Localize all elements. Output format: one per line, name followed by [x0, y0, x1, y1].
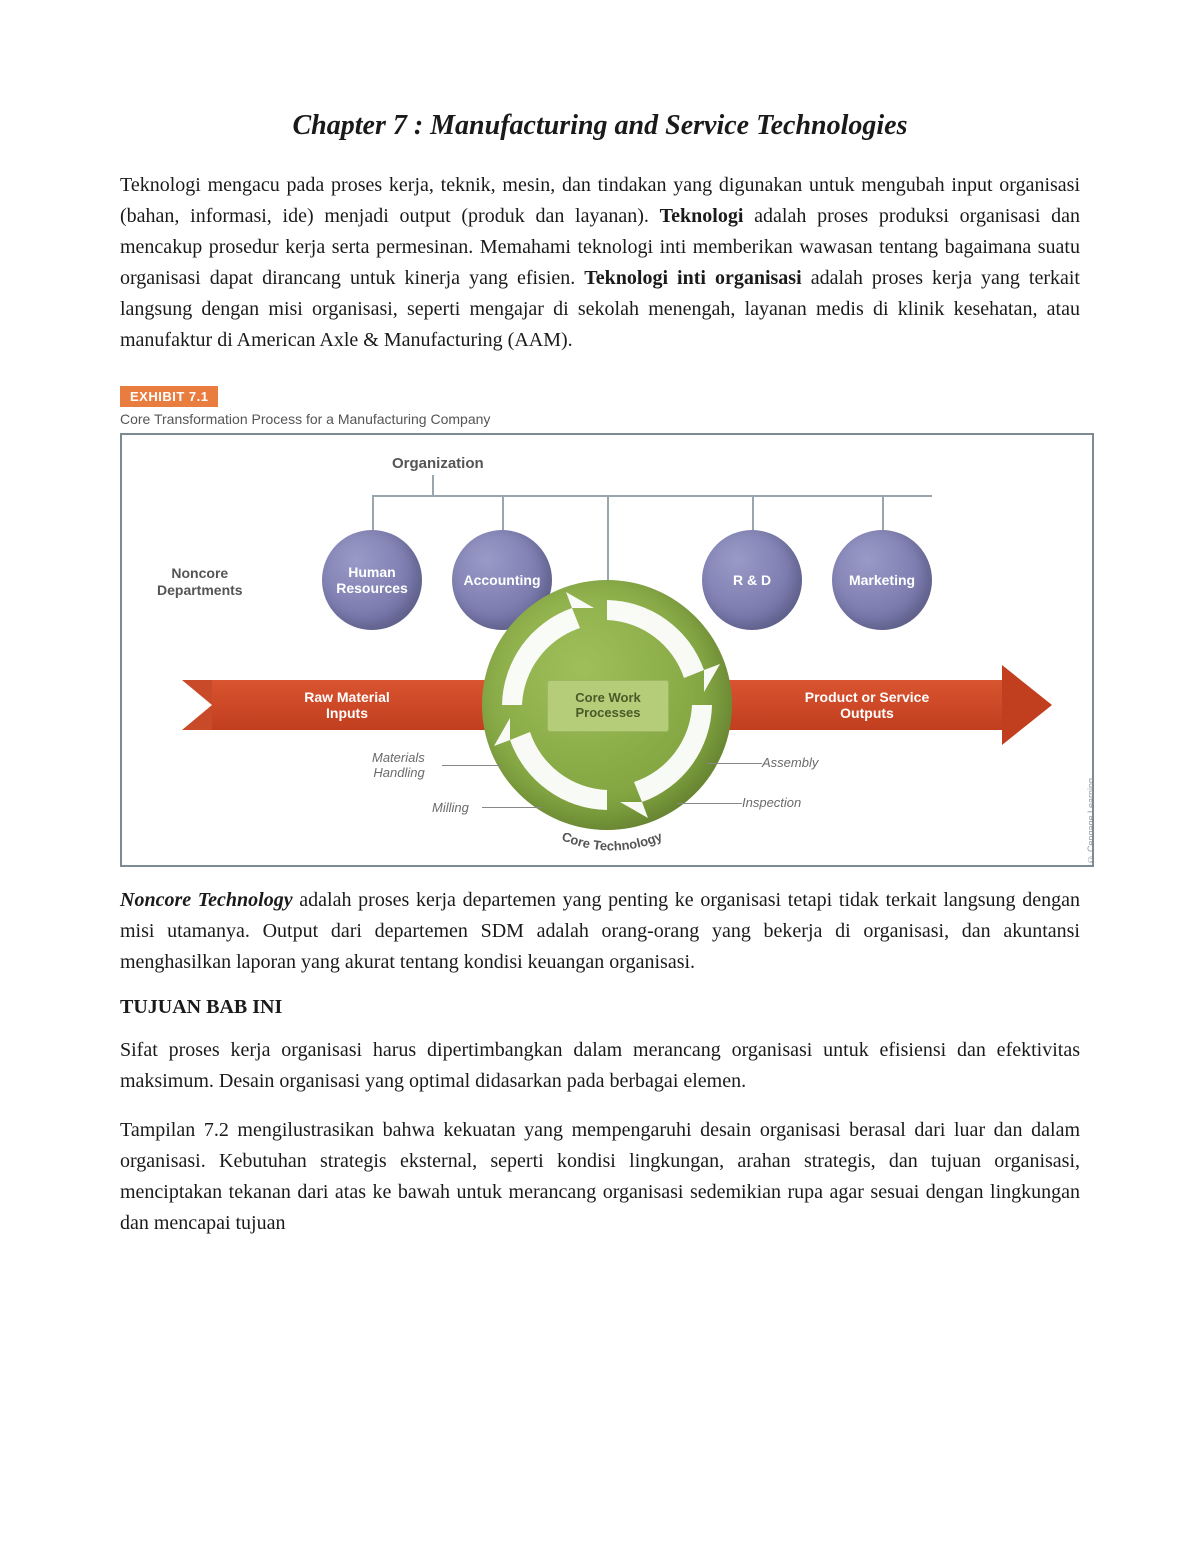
proc-inspection-line	[677, 803, 742, 804]
dept-marketing: Marketing	[832, 530, 932, 630]
paragraph-2: Noncore Technology adalah proses kerja d…	[120, 885, 1080, 978]
core-technology-label: Core Technology	[552, 833, 662, 864]
svg-text:Core Technology: Core Technology	[560, 833, 665, 854]
exhibit-copyright: © Cengage Learning	[1086, 778, 1094, 865]
exhibit-7-1: EXHIBIT 7.1 Core Transformation Process …	[120, 386, 1090, 867]
core-tech-textpath: Core Technology	[560, 833, 665, 854]
dept-hr-text: Human Resources	[336, 564, 408, 596]
org-connector-drop-3	[752, 495, 754, 535]
proc-milling: Milling	[432, 800, 469, 815]
paragraph-4: Tampilan 7.2 mengilustrasikan bahwa keku…	[120, 1115, 1080, 1239]
exhibit-tag: EXHIBIT 7.1	[120, 386, 218, 407]
org-connector-drop-1	[372, 495, 374, 535]
section-heading: TUJUAN BAB INI	[120, 996, 1080, 1019]
flow-output-segment: Product or Service Outputs	[732, 680, 1002, 730]
chapter-title: Chapter 7 : Manufacturing and Service Te…	[120, 110, 1080, 142]
flow-arrow-tail	[182, 680, 212, 730]
flow-arrow-head	[1002, 665, 1052, 745]
core-work-text: Core Work Processes	[575, 691, 641, 721]
core-work-box: Core Work Processes	[547, 680, 669, 732]
proc-milling-line	[482, 807, 542, 808]
exhibit-frame: Organization Noncore Departments Human R…	[120, 433, 1094, 867]
proc-assembly: Assembly	[762, 755, 818, 770]
proc-materials-line	[442, 765, 502, 766]
flow-output-text: Product or Service Outputs	[732, 689, 1002, 721]
proc-inspection: Inspection	[742, 795, 801, 810]
paragraph-3: Sifat proses kerja organisasi harus dipe…	[120, 1035, 1080, 1097]
org-connector-drop-4	[882, 495, 884, 535]
para2-lead: Noncore Technology	[120, 889, 293, 911]
flow-input-segment: Raw Material Inputs	[212, 680, 482, 730]
noncore-departments-label: Noncore Departments	[157, 565, 243, 599]
core-tech-curve-icon: Core Technology	[552, 833, 672, 861]
paragraph-1: Teknologi mengacu pada proses kerja, tek…	[120, 170, 1080, 356]
para1-bold1: Teknologi	[660, 205, 744, 227]
flow-input-text: Raw Material Inputs	[212, 689, 482, 721]
dept-rd-text: R & D	[733, 572, 771, 588]
org-connector-stub	[432, 475, 434, 495]
exhibit-caption: Core Transformation Process for a Manufa…	[120, 411, 1090, 427]
document-page: Chapter 7 : Manufacturing and Service Te…	[0, 0, 1200, 1553]
org-connector-drop-2	[502, 495, 504, 535]
proc-assembly-line	[707, 763, 762, 764]
dept-hr: Human Resources	[322, 530, 422, 630]
proc-materials-handling: Materials Handling	[372, 750, 425, 780]
organization-label: Organization	[392, 455, 484, 472]
para1-bold2: Teknologi inti organisasi	[584, 267, 801, 289]
org-connector-hbar	[372, 495, 932, 497]
dept-marketing-text: Marketing	[849, 572, 915, 588]
noncore-l1: Noncore	[171, 565, 228, 581]
noncore-l2: Departments	[157, 582, 243, 598]
